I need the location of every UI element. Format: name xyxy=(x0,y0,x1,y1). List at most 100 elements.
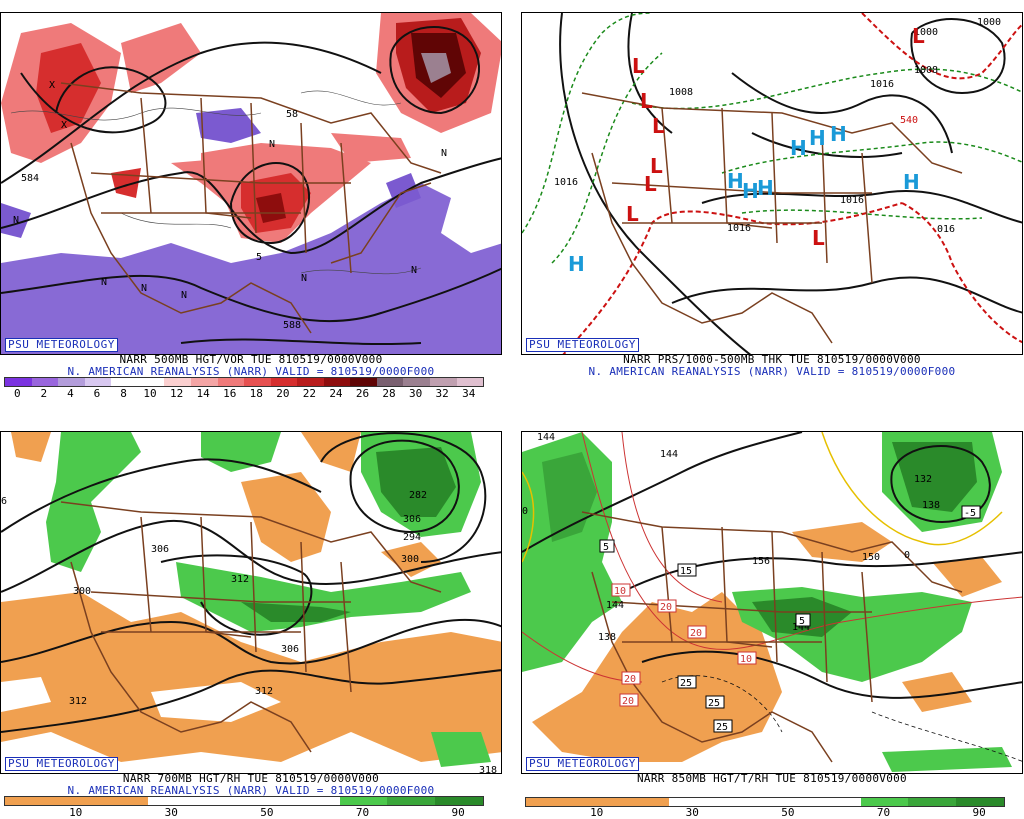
colorbar-tick-label: 24 xyxy=(329,387,343,400)
panel-850mb-temp-rh: 144 144 132 138 150 156 144 138 144 0 0 … xyxy=(521,419,1023,819)
vort-min-marker: N xyxy=(13,215,19,226)
high-pressure-marker: H xyxy=(742,179,759,203)
contour-label: 588 xyxy=(283,320,301,331)
colorbar-swatch xyxy=(435,797,483,805)
colorbar-swatch xyxy=(956,798,1004,806)
colorbar-swatch xyxy=(908,798,957,806)
low-pressure-marker: L xyxy=(640,89,653,113)
contour-label: 306 xyxy=(281,644,299,655)
colorbar-tick-label: 50 xyxy=(260,806,274,819)
high-pressure-marker: H xyxy=(568,252,585,276)
colorbar-tick-label: 10 xyxy=(143,387,157,400)
isobar-label: 1016 xyxy=(727,223,751,234)
colorbar-ticks: 10 30 50 70 90 xyxy=(525,806,1003,819)
boxed-temperature-labels: 5 15 10 20 20 20 25 25 25 10 5 -5 20 xyxy=(599,505,981,733)
colorbar-swatch xyxy=(764,798,813,806)
colorbar-tick-label: 6 xyxy=(93,387,101,400)
colorbar-ticks: 10 30 50 70 90 xyxy=(4,806,482,819)
colorbar-swatch xyxy=(323,378,351,386)
colorbar-swatch xyxy=(669,798,718,806)
contour-label: 312 xyxy=(231,574,249,585)
colorbar-swatch xyxy=(137,378,165,386)
colorbar-swatch xyxy=(100,797,149,805)
isobar-label: 1016 xyxy=(840,195,864,206)
chart-title: NARR 700MB HGT/RH TUE 810519/0000V000 xyxy=(122,772,380,785)
temp-box-label: 20 xyxy=(690,628,702,639)
colorbar-swatch xyxy=(430,378,457,386)
colorbar-swatch xyxy=(350,378,377,386)
colorbar-swatch xyxy=(31,378,59,386)
temp-box-label: 10 xyxy=(740,654,752,665)
colorbar-swatch xyxy=(243,797,292,805)
colorbar-swatch xyxy=(812,798,861,806)
colorbar-tick-label: 0 xyxy=(13,387,21,400)
map-500mb-vorticity: 58 584 588 5 N N N N N N N N X X xyxy=(0,12,502,355)
colorbar-swatch xyxy=(58,378,85,386)
map-850mb-temp-rh: 144 144 132 138 150 156 144 138 144 0 0 … xyxy=(521,431,1023,774)
colorbar-tick-label: 50 xyxy=(781,806,795,819)
contour-label: 156 xyxy=(752,556,770,567)
colorbar-swatch xyxy=(403,378,430,386)
colorbar-swatch xyxy=(526,798,574,806)
temp-box-label: 5 xyxy=(799,616,805,627)
colorbar-swatch xyxy=(190,378,218,386)
isobar-label: 1016 xyxy=(870,79,894,90)
low-pressure-marker: L xyxy=(652,114,665,138)
isobar-label: 1016 xyxy=(554,177,578,188)
contour-label: 300 xyxy=(73,586,91,597)
rh-colorbar xyxy=(4,796,484,806)
valid-time-line: N. AMERICAN REANALYSIS (NARR) VALID = 81… xyxy=(67,784,435,797)
contour-label: 0 xyxy=(904,550,910,561)
contour-label: 584 xyxy=(21,173,39,184)
contour-label: 144 xyxy=(537,432,555,443)
chart-title: NARR 500MB HGT/VOR TUE 810519/0000V000 xyxy=(119,353,383,366)
colorbar-tick-label: 4 xyxy=(67,387,74,400)
temp-box-label: 15 xyxy=(680,566,692,577)
temp-box-label: 25 xyxy=(708,698,720,709)
map-labels: 58 584 588 5 N N N N N N N N X X xyxy=(13,80,447,331)
contour-label: 5 xyxy=(256,252,262,263)
colorbar-swatch xyxy=(573,798,622,806)
contour-label: 58 xyxy=(286,109,298,120)
contour-label: 294 xyxy=(403,532,421,543)
colorbar-tick-label: 14 xyxy=(196,387,210,400)
colorbar-tick-label: 8 xyxy=(120,387,127,400)
psu-meteorology-logo: PSU METEOROLOGY xyxy=(5,757,118,771)
colorbar-swatch xyxy=(52,797,101,805)
low-pressure-marker: L xyxy=(632,54,645,78)
vort-min-marker: N xyxy=(269,139,275,150)
isobar-label: 1000 xyxy=(914,27,938,38)
colorbar-swatch xyxy=(148,797,197,805)
high-pressure-marker: H xyxy=(790,136,807,160)
panel-pressure-thickness: 1000 1000 1008 1016 1016 1008 1016 1016 … xyxy=(521,0,1023,400)
colorbar-tick-label: 90 xyxy=(972,806,986,819)
valid-time-line: N. AMERICAN REANALYSIS (NARR) VALID = 81… xyxy=(67,365,435,378)
colorbar-swatch xyxy=(387,797,436,805)
colorbar-tick-label: 16 xyxy=(223,387,237,400)
temp-box-label: 25 xyxy=(680,678,692,689)
colorbar-swatch xyxy=(621,798,670,806)
low-pressure-marker: L xyxy=(644,172,657,196)
temp-box-label: 20 xyxy=(660,602,672,613)
colorbar-tick-label: 30 xyxy=(685,806,699,819)
colorbar-tick-label: 18 xyxy=(249,387,263,400)
colorbar-swatch xyxy=(860,798,909,806)
contour-label: 312 xyxy=(69,696,87,707)
colorbar-tick-label: 34 xyxy=(462,387,476,400)
panel-700mb-rh: 300 306 312 312 306 312 300 294 282 306 … xyxy=(0,419,502,819)
colorbar-tick-label: 90 xyxy=(451,806,465,819)
contour-label: 318 xyxy=(479,765,497,774)
psu-meteorology-logo: PSU METEOROLOGY xyxy=(526,757,639,771)
low-pressure-marker: L xyxy=(626,202,639,226)
colorbar-swatch xyxy=(84,378,112,386)
map-700mb-rh: 300 306 312 312 306 312 300 294 282 306 … xyxy=(0,431,502,774)
colorbar-swatch xyxy=(270,378,298,386)
contour-label: 144 xyxy=(660,449,678,460)
colorbar-swatch xyxy=(717,798,765,806)
vort-min-marker: N xyxy=(301,273,307,284)
colorbar-swatch xyxy=(217,378,245,386)
isobar-label: 1008 xyxy=(669,87,693,98)
map-pressure-thickness: 1000 1000 1008 1016 1016 1008 1016 1016 … xyxy=(521,12,1023,355)
colorbar-swatch xyxy=(111,378,138,386)
vort-min-marker: N xyxy=(181,290,187,301)
